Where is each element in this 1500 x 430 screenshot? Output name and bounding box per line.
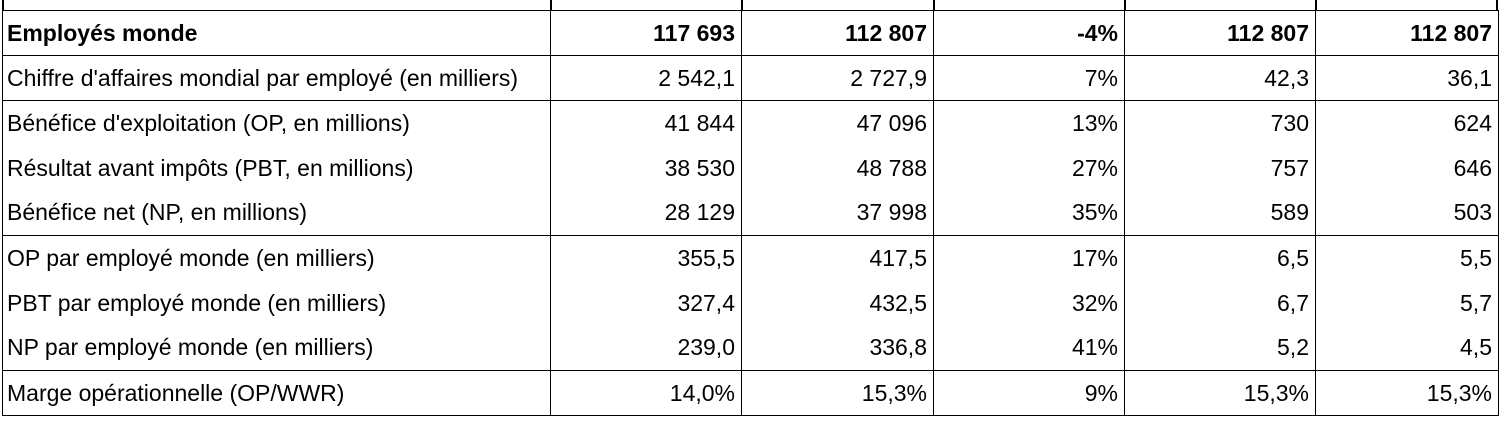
value-cell[interactable]: 417,5 [741,235,934,281]
value-cell[interactable]: 336,8 [741,325,934,371]
gridline [1124,0,1126,10]
value-cell[interactable]: 112 807 [1124,10,1316,56]
value-cell[interactable]: 48 788 [741,145,934,191]
value-cell[interactable]: 2 727,9 [741,55,934,101]
table-row: Employés monde 117 693 112 807 -4% 112 807 11… [2,10,1499,56]
value-cell[interactable]: 112 807 [741,10,934,56]
table-row: OP par employé monde (en milliers) 355,5 4… [2,235,1499,281]
row-label-cell[interactable]: OP par employé monde (en milliers) [2,235,551,281]
row-label-cell[interactable]: Chiffre d'affaires mondial par employé (… [2,55,551,101]
value-cell[interactable]: 355,5 [550,235,742,281]
value-cell[interactable]: 41% [933,325,1125,371]
value-cell[interactable]: 757 [1124,145,1316,191]
value-cell[interactable]: 117 693 [550,10,742,56]
value-cell[interactable]: 41 844 [550,100,742,146]
value-cell[interactable]: 42,3 [1124,55,1316,101]
table-body: Employés monde 117 693 112 807 -4% 112 807 11… [2,10,1499,416]
value-cell[interactable]: 6,7 [1124,280,1316,326]
value-cell[interactable]: 5,5 [1315,235,1499,281]
data-table: Employés monde 117 693 112 807 -4% 112 807 11… [2,10,1499,416]
table-row: Marge opérationnelle (OP/WWR) 14,0% 15,3% 9… [2,370,1499,416]
table-row: PBT par employé monde (en milliers) 327,4… [2,280,1499,326]
value-cell[interactable]: 4,5 [1315,325,1499,371]
value-cell[interactable]: 503 [1315,190,1499,236]
value-cell[interactable]: 35% [933,190,1125,236]
value-cell[interactable]: 730 [1124,100,1316,146]
value-cell[interactable]: 13% [933,100,1125,146]
row-label-cell[interactable]: Bénéfice d'exploitation (OP, en millions… [2,100,551,146]
value-cell[interactable]: 36,1 [1315,55,1499,101]
row-label-cell[interactable]: Bénéfice net (NP, en millions) [2,190,551,236]
value-cell[interactable]: 15,3% [1124,370,1316,416]
table-row: Résultat avant impôts (PBT, en millions)… [2,145,1499,191]
value-cell[interactable]: 589 [1124,190,1316,236]
value-cell[interactable]: 14,0% [550,370,742,416]
table-row: Chiffre d'affaires mondial par employé (… [2,55,1499,101]
table-row: NP par employé monde (en milliers) 239,0 3… [2,325,1499,371]
value-cell[interactable]: 5,7 [1315,280,1499,326]
table-row: Bénéfice net (NP, en millions) 28 129 37 9… [2,190,1499,236]
value-cell[interactable]: 624 [1315,100,1499,146]
value-cell[interactable]: 327,4 [550,280,742,326]
value-cell[interactable]: 9% [933,370,1125,416]
value-cell[interactable]: 28 129 [550,190,742,236]
value-cell[interactable]: 37 998 [741,190,934,236]
value-cell[interactable]: 47 096 [741,100,934,146]
row-label-cell[interactable]: Marge opérationnelle (OP/WWR) [2,370,551,416]
gridline [1315,0,1317,10]
row-label-cell[interactable]: PBT par employé monde (en milliers) [2,280,551,326]
gridline [741,0,743,10]
value-cell[interactable]: 432,5 [741,280,934,326]
value-cell[interactable]: 6,5 [1124,235,1316,281]
value-cell[interactable]: 27% [933,145,1125,191]
value-cell[interactable]: 646 [1315,145,1499,191]
value-cell[interactable]: 112 807 [1315,10,1499,56]
row-label-cell[interactable]: Résultat avant impôts (PBT, en millions) [2,145,551,191]
gridline [550,0,552,10]
row-label-cell[interactable]: NP par employé monde (en milliers) [2,325,551,371]
value-cell[interactable]: 15,3% [741,370,934,416]
gridline [933,0,935,10]
value-cell[interactable]: 7% [933,55,1125,101]
value-cell[interactable]: 38 530 [550,145,742,191]
value-cell[interactable]: 239,0 [550,325,742,371]
value-cell[interactable]: 2 542,1 [550,55,742,101]
gridline [1496,0,1498,10]
value-cell[interactable]: 5,2 [1124,325,1316,371]
row-label-cell[interactable]: Employés monde [2,10,551,56]
value-cell[interactable]: 17% [933,235,1125,281]
previous-row-gridlines [0,0,1500,10]
table-row: Bénéfice d'exploitation (OP, en millions… [2,100,1499,146]
value-cell[interactable]: 15,3% [1315,370,1499,416]
value-cell[interactable]: -4% [933,10,1125,56]
gridline [2,0,4,10]
value-cell[interactable]: 32% [933,280,1125,326]
